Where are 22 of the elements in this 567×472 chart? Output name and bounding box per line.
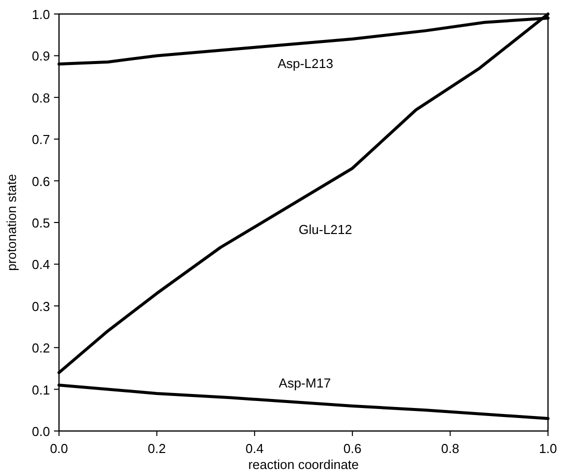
x-tick-label: 0.2: [148, 441, 166, 456]
y-tick-label: 0.5: [32, 216, 50, 230]
y-tick-label: 0.6: [32, 174, 50, 189]
y-tick-label: 0.0: [32, 424, 50, 439]
x-tick-label: 0.6: [343, 441, 362, 456]
y-tick-label: 0.4: [32, 257, 50, 272]
x-tick-label: 1.0: [538, 441, 558, 456]
series-label: Asp-L213: [278, 56, 334, 72]
series-label: Glu-L212: [298, 222, 352, 237]
y-tick-label: 0.3: [32, 298, 50, 314]
y-axis-title: protonation state: [4, 174, 19, 271]
y-tick-label: 0.2: [32, 340, 50, 356]
y-tick-label: 0.7: [32, 132, 50, 148]
y-tick-label: 1.0: [32, 7, 50, 22]
x-tick-label: 0.4: [246, 441, 264, 456]
x-tick-label: 0.0: [50, 441, 68, 456]
y-tick-label: 0.1: [32, 382, 50, 398]
y-tick-label: 0.9: [32, 48, 50, 64]
series-label: Asp-M17: [278, 376, 331, 391]
y-tick-label: 0.8: [32, 90, 50, 106]
x-tick-label: 0.8: [441, 441, 460, 456]
x-axis-title: reaction coordinate: [248, 457, 359, 472]
